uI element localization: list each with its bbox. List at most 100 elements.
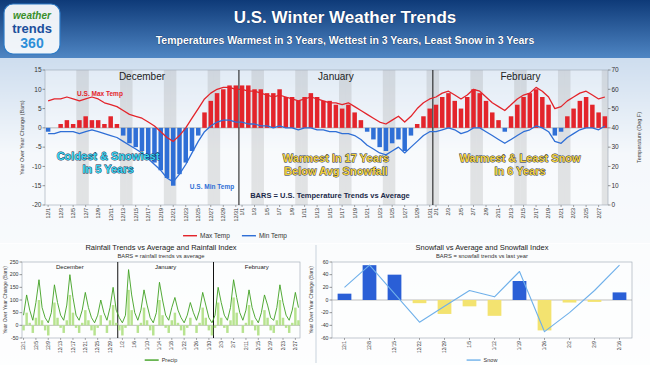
- bar: [359, 120, 364, 128]
- y-tick-label: 0: [38, 124, 42, 131]
- x-tick-label: 12/13: [120, 208, 126, 222]
- x-tick-label: 12/1: [342, 341, 347, 351]
- y-tick-label: -10: [32, 163, 42, 170]
- plot-area: [332, 262, 632, 338]
- bar: [96, 120, 101, 128]
- x-tick-label: 2/2: [567, 341, 572, 348]
- marks: [22, 270, 299, 336]
- bar: [217, 303, 219, 326]
- x-tick-label: 2/7: [231, 341, 236, 348]
- bar: [35, 318, 37, 326]
- x-tick: [48, 338, 49, 340]
- x-tick-label: 1/2: [120, 341, 125, 348]
- x-tick: [292, 205, 293, 207]
- x-tick: [60, 205, 61, 207]
- y-tick: [43, 89, 46, 90]
- bar: [515, 105, 520, 128]
- bar: [52, 127, 57, 128]
- y-tick-label: 200: [10, 271, 19, 277]
- x-tick-label: 12/21: [170, 208, 176, 222]
- x-tick-label: 1/19: [517, 341, 522, 351]
- bar: [446, 93, 451, 128]
- weekend-band: [295, 70, 301, 205]
- bar: [239, 325, 241, 326]
- bar: [50, 325, 52, 326]
- x-tick: [245, 338, 246, 340]
- bar: [133, 128, 138, 147]
- x-tick-label: 1/6: [132, 341, 137, 348]
- bar: [471, 89, 476, 128]
- x-tick: [448, 205, 449, 207]
- bar: [421, 116, 426, 128]
- y-tick-label: 20: [323, 284, 329, 290]
- x-tick-label: 2/17: [533, 208, 539, 219]
- panel-divider: [316, 245, 317, 363]
- bar: [521, 97, 526, 128]
- bar: [205, 318, 207, 326]
- y-tick: [330, 338, 333, 339]
- x-tick-label: 1/31: [427, 208, 433, 219]
- bar: [196, 128, 201, 136]
- bar: [540, 97, 545, 128]
- y-tick: [330, 274, 333, 275]
- bar: [146, 320, 148, 325]
- y2-tick: [608, 205, 611, 206]
- weekend-band: [558, 70, 564, 205]
- legend-swatch: [242, 235, 256, 236]
- x-tick-label: 2/3: [445, 208, 451, 216]
- x-tick: [148, 205, 149, 207]
- y-tick-label: -20: [32, 201, 42, 208]
- bar: [484, 101, 489, 128]
- y2-tick-label: 70: [612, 66, 620, 73]
- line: [345, 265, 620, 332]
- x-tick-label: 1/10: [145, 341, 150, 351]
- annotation: U.S. Max Temp: [77, 90, 123, 98]
- bar: [346, 105, 351, 128]
- logo-text: trends: [12, 21, 52, 36]
- weekend-band: [339, 70, 345, 205]
- y2-tick-label: 0: [612, 201, 616, 208]
- bar: [25, 313, 27, 326]
- bar: [290, 97, 295, 128]
- bar: [388, 275, 402, 300]
- x-tick-label: 12/23: [183, 208, 189, 222]
- y-tick: [20, 274, 23, 275]
- weekend-band: [251, 70, 257, 205]
- bar: [463, 300, 477, 306]
- x-tick: [469, 338, 470, 340]
- bar: [413, 300, 427, 303]
- y-tick: [43, 127, 46, 128]
- bar: [396, 128, 401, 140]
- bar: [44, 325, 46, 330]
- bar: [84, 310, 86, 325]
- bar: [273, 325, 275, 333]
- y-tick: [330, 262, 333, 263]
- bar: [553, 128, 558, 136]
- x-tick-label: 2/11: [244, 341, 249, 350]
- x-tick: [48, 205, 49, 207]
- bar: [83, 116, 88, 128]
- x-tick-label: 1/26: [194, 341, 199, 351]
- subtitle: Temperatures Warmest in 3 Years, Wettest…: [156, 34, 535, 46]
- y2-tick-label: 40: [612, 124, 620, 131]
- y-axis-label: Year Over Year Change (Bars): [19, 100, 25, 175]
- x-tick-label: 2/16: [617, 341, 622, 351]
- bar: [106, 325, 108, 333]
- bar: [559, 128, 564, 132]
- y-tick-label: -50: [11, 335, 19, 341]
- x-tick: [97, 338, 98, 340]
- bar: [78, 325, 80, 333]
- bar: [528, 93, 533, 128]
- x-tick-label: 12/29: [108, 341, 113, 353]
- y-tick-label: 150: [10, 284, 19, 290]
- bar: [266, 318, 268, 326]
- bar: [180, 325, 182, 330]
- y2-tick-label: 60: [612, 86, 620, 93]
- weekend-band: [602, 70, 608, 205]
- bar: [503, 128, 508, 132]
- bar: [282, 318, 284, 326]
- x-tick: [417, 205, 418, 207]
- x-tick: [619, 338, 620, 340]
- bar: [90, 120, 95, 128]
- legend-swatch: [183, 235, 197, 236]
